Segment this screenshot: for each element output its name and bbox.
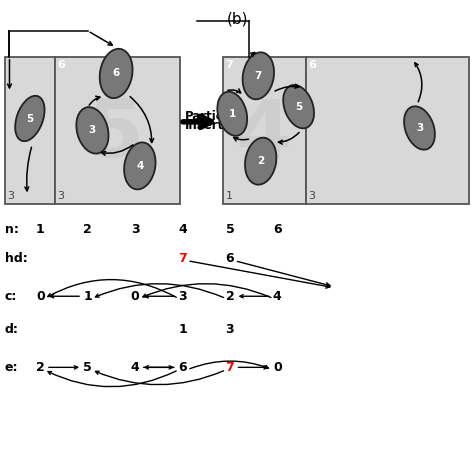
Text: 3: 3 — [178, 290, 187, 303]
Text: 0: 0 — [131, 290, 139, 303]
Text: 0: 0 — [36, 290, 45, 303]
Ellipse shape — [243, 52, 274, 100]
Text: 5: 5 — [26, 113, 34, 124]
Ellipse shape — [124, 142, 155, 190]
Text: 5: 5 — [83, 361, 92, 374]
Text: 6: 6 — [178, 361, 187, 374]
Text: 3: 3 — [226, 323, 234, 336]
Text: 6: 6 — [273, 223, 282, 237]
Bar — [306, 57, 469, 204]
Text: 7: 7 — [226, 361, 234, 374]
Text: 5: 5 — [295, 101, 302, 112]
Text: 3: 3 — [57, 191, 64, 201]
Text: 1: 1 — [226, 191, 233, 201]
Text: 0: 0 — [273, 361, 282, 374]
Bar — [55, 57, 180, 204]
Text: 4: 4 — [273, 290, 282, 303]
Text: 3: 3 — [89, 125, 96, 136]
Ellipse shape — [100, 49, 133, 98]
Text: 6: 6 — [226, 252, 234, 265]
Text: 4: 4 — [178, 223, 187, 237]
Text: Insertion: Insertion — [185, 119, 245, 132]
Bar — [5, 57, 55, 204]
Text: 4: 4 — [131, 361, 139, 374]
Text: 7: 7 — [178, 252, 187, 265]
Text: 6: 6 — [309, 60, 317, 70]
Text: 1: 1 — [228, 109, 236, 119]
Text: 3: 3 — [416, 123, 423, 133]
Text: 3: 3 — [309, 191, 316, 201]
Text: 2: 2 — [226, 290, 234, 303]
Text: 4: 4 — [235, 96, 291, 174]
Ellipse shape — [283, 85, 314, 128]
Text: 3: 3 — [7, 191, 14, 201]
Text: 6: 6 — [57, 60, 65, 70]
Text: 3: 3 — [131, 223, 139, 237]
Bar — [223, 57, 306, 204]
Text: hd:: hd: — [5, 252, 27, 265]
Text: Particle: Particle — [185, 109, 236, 123]
Text: 5: 5 — [88, 96, 144, 174]
Ellipse shape — [76, 107, 109, 154]
Text: 7: 7 — [226, 60, 233, 70]
Text: 2: 2 — [36, 361, 45, 374]
Ellipse shape — [245, 137, 276, 185]
Text: 1: 1 — [178, 323, 187, 336]
Text: d:: d: — [5, 323, 18, 336]
Text: 1: 1 — [36, 223, 45, 237]
Text: n:: n: — [5, 223, 18, 237]
Text: 6: 6 — [112, 68, 120, 79]
Text: e:: e: — [5, 361, 18, 374]
Text: 2: 2 — [83, 223, 92, 237]
Ellipse shape — [218, 91, 247, 136]
Ellipse shape — [15, 96, 45, 141]
Text: (b): (b) — [226, 12, 248, 27]
Text: c:: c: — [5, 290, 17, 303]
Text: 1: 1 — [83, 290, 92, 303]
Ellipse shape — [404, 106, 435, 150]
Text: 4: 4 — [136, 161, 144, 171]
Text: 7: 7 — [255, 71, 262, 81]
Text: 5: 5 — [226, 223, 234, 237]
Text: 2: 2 — [257, 156, 264, 166]
